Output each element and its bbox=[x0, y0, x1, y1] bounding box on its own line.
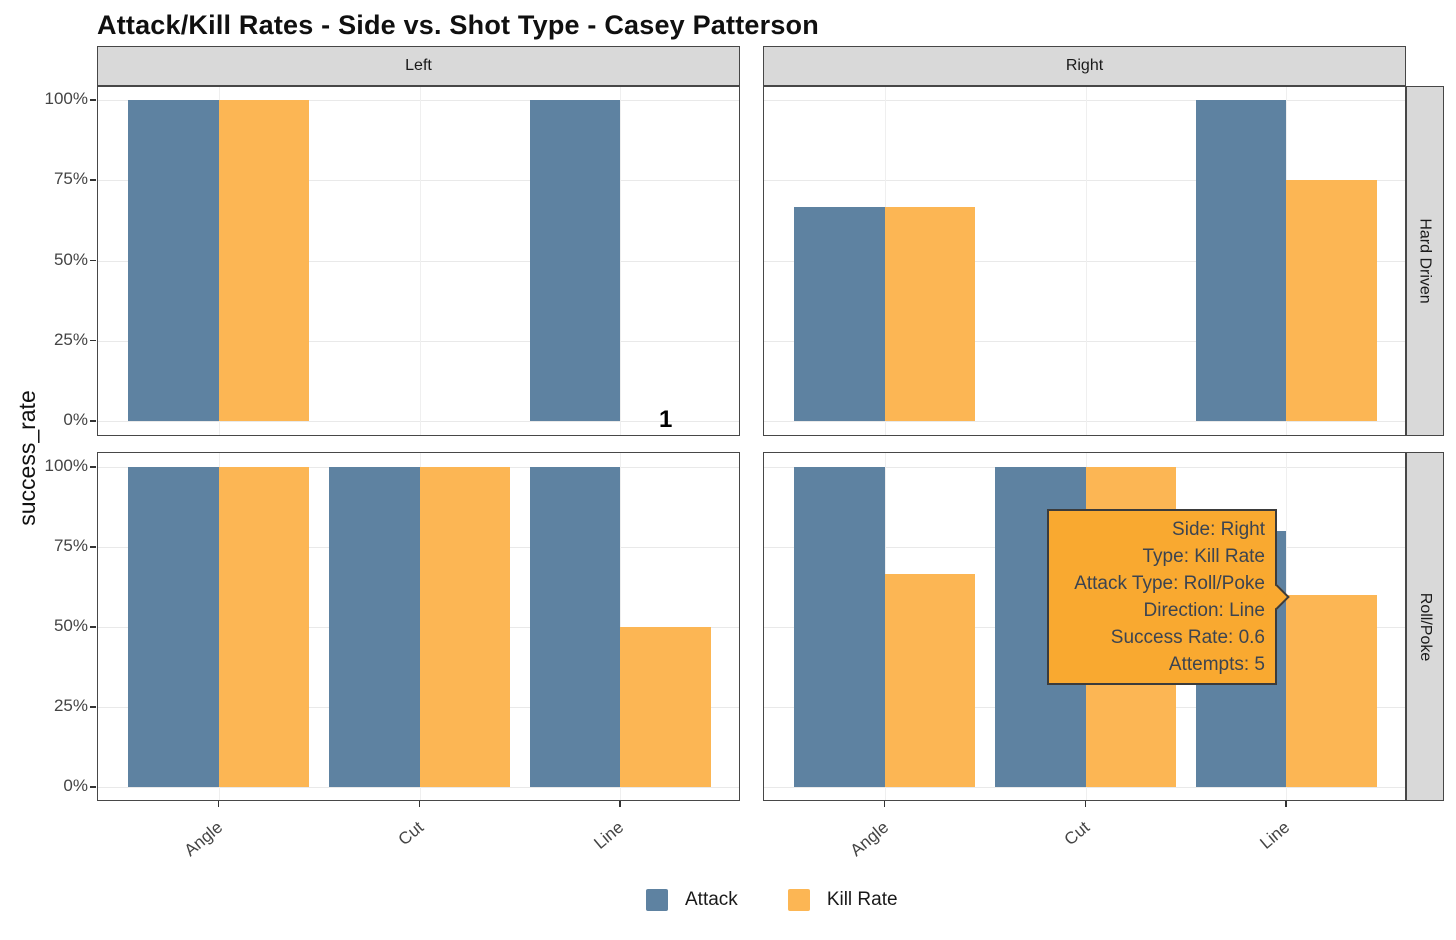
x-tick-mark bbox=[418, 801, 420, 807]
gridline-h bbox=[98, 180, 739, 182]
x-tick-mark bbox=[619, 801, 621, 807]
legend: Attack Kill Rate bbox=[646, 889, 898, 911]
bar-attack-angle[interactable] bbox=[794, 206, 885, 421]
x-tick-mark bbox=[883, 801, 886, 807]
bar-attack-angle[interactable] bbox=[794, 467, 885, 787]
legend-label-kill-rate: Kill Rate bbox=[826, 889, 898, 910]
bar-attack-line[interactable] bbox=[530, 100, 621, 421]
bar-kill-rate-angle[interactable] bbox=[884, 573, 975, 787]
gridline-h bbox=[98, 421, 739, 422]
facet-strip-left: Left bbox=[97, 46, 740, 86]
x-tick-label-cut: Cut bbox=[1060, 817, 1093, 850]
annotation-1: 1 bbox=[658, 406, 673, 433]
y-tick-mark bbox=[90, 706, 96, 708]
y-tick-label: 25% bbox=[53, 696, 88, 715]
y-tick-label: 75% bbox=[53, 169, 88, 189]
panel-left-hard-driven: 1 bbox=[97, 86, 740, 436]
bar-attack-cut[interactable] bbox=[329, 467, 420, 787]
y-tick-label: 0% bbox=[63, 776, 88, 795]
x-tick-label-line: Line bbox=[1256, 817, 1294, 853]
tooltip-type: Type: Kill Rate bbox=[1142, 546, 1266, 567]
facet-strip-right: Right bbox=[763, 46, 1406, 86]
gridline-v bbox=[419, 87, 421, 435]
y-tick-label: 50% bbox=[53, 249, 88, 269]
bar-kill-rate-line[interactable] bbox=[1286, 595, 1377, 787]
gridline-h bbox=[764, 340, 1405, 342]
y-tick-mark bbox=[90, 339, 96, 342]
tooltip-direction: Direction: Line bbox=[1143, 600, 1265, 621]
panel-left-roll-poke bbox=[97, 452, 740, 801]
legend-item-attack[interactable]: Attack bbox=[646, 889, 738, 911]
tooltip-success-rate: Success Rate: 0.6 bbox=[1110, 627, 1265, 648]
y-tick-label: 50% bbox=[53, 616, 88, 635]
x-tick-mark bbox=[217, 801, 220, 807]
y-tick-mark bbox=[90, 546, 96, 548]
bar-kill-rate-line[interactable] bbox=[1286, 180, 1377, 421]
bar-kill-rate-angle[interactable] bbox=[218, 100, 309, 421]
legend-item-kill-rate[interactable]: Kill Rate bbox=[787, 889, 898, 911]
facet-strip-hard-driven-label: Hard Driven bbox=[1417, 218, 1435, 304]
legend-swatch-attack bbox=[646, 889, 668, 911]
facet-strip-roll-poke: Roll/Poke bbox=[1406, 452, 1444, 801]
gridline-h bbox=[764, 421, 1405, 422]
bar-kill-rate-cut[interactable] bbox=[419, 467, 510, 787]
bar-attack-line[interactable] bbox=[530, 467, 621, 787]
gridline-h bbox=[764, 180, 1405, 182]
x-tick-mark bbox=[1285, 801, 1287, 807]
y-tick-mark bbox=[90, 466, 96, 468]
x-tick-label-line: Line bbox=[590, 817, 628, 853]
bar-kill-rate-line[interactable] bbox=[620, 627, 711, 787]
panel-right-hard-driven bbox=[763, 86, 1406, 436]
x-tick-label-angle: Angle bbox=[180, 817, 226, 861]
gridline-h bbox=[98, 787, 739, 788]
chart-title: Attack/Kill Rates - Side vs. Shot Type -… bbox=[97, 10, 819, 40]
x-tick-mark bbox=[1084, 801, 1086, 807]
tooltip-side: Side: Right bbox=[1172, 519, 1265, 540]
bar-attack-angle[interactable] bbox=[128, 467, 219, 787]
tooltip-attempts: Attempts: 5 bbox=[1168, 654, 1265, 675]
y-tick-label: 75% bbox=[53, 536, 88, 555]
facet-strip-roll-poke-label: Roll/Poke bbox=[1417, 592, 1435, 661]
legend-label-attack: Attack bbox=[685, 889, 738, 910]
gridline-h bbox=[764, 100, 1405, 101]
y-tick-mark bbox=[90, 259, 96, 261]
legend-swatch-kill-rate bbox=[787, 889, 810, 911]
bar-kill-rate-angle[interactable] bbox=[218, 467, 309, 787]
facet-strip-hard-driven: Hard Driven bbox=[1406, 86, 1444, 436]
y-tick-mark bbox=[90, 626, 96, 628]
facet-strip-right-label: Right bbox=[1065, 57, 1104, 74]
tooltip-attack-type: Attack Type: Roll/Poke bbox=[1074, 573, 1265, 594]
x-tick-label-cut: Cut bbox=[394, 817, 427, 850]
y-tick-label: 25% bbox=[53, 329, 88, 349]
y-tick-label: 100% bbox=[44, 89, 88, 108]
gridline-h bbox=[98, 100, 739, 101]
gridline-h bbox=[764, 260, 1405, 262]
gridline-h bbox=[764, 787, 1405, 788]
facet-strip-left-label: Left bbox=[405, 57, 432, 74]
gridline-h bbox=[98, 340, 739, 342]
gridline-v bbox=[620, 453, 622, 800]
y-tick-mark bbox=[90, 179, 96, 181]
y-tick-label: 0% bbox=[63, 410, 88, 429]
gridline-v bbox=[620, 87, 622, 435]
y-tick-mark bbox=[90, 786, 96, 788]
hover-tooltip: Side: Right Type: Kill Rate Attack Type:… bbox=[1047, 509, 1290, 685]
gridline-h bbox=[98, 260, 739, 262]
bar-attack-angle[interactable] bbox=[128, 100, 219, 421]
bar-attack-line[interactable] bbox=[1196, 100, 1287, 421]
bar-kill-rate-angle[interactable] bbox=[884, 206, 975, 421]
panel-right-roll-poke bbox=[763, 452, 1406, 801]
gridline-v bbox=[1085, 87, 1087, 435]
y-tick-mark bbox=[90, 420, 96, 422]
y-tick-mark bbox=[90, 99, 96, 101]
y-tick-label: 100% bbox=[44, 456, 88, 475]
